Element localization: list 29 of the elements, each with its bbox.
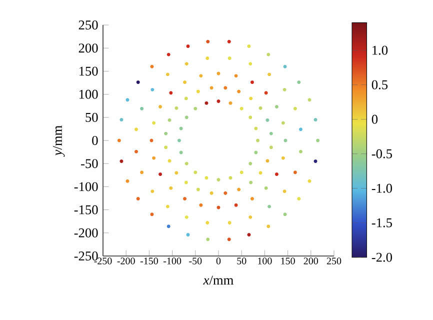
color-bar-label: 1.0 bbox=[372, 46, 388, 55]
color-bar-label: -0.5 bbox=[372, 149, 392, 158]
x-tick-label: 200 bbox=[304, 258, 318, 264]
y-tick-label: -50 bbox=[81, 159, 98, 168]
color-bar-label: -1.5 bbox=[372, 218, 392, 228]
color-bar-label: 0.5 bbox=[372, 80, 388, 90]
color-bar-label: -2.0 bbox=[372, 252, 392, 262]
y-tick-label: 200 bbox=[78, 44, 98, 53]
x-tick-label: -200 bbox=[117, 258, 135, 264]
x-tick-label: 150 bbox=[281, 258, 295, 264]
x-tick-label: 50 bbox=[237, 258, 246, 264]
color-bar-label: 0 bbox=[372, 114, 378, 124]
y-tick-label: 150 bbox=[79, 66, 98, 76]
color-bar-label: -1.0 bbox=[372, 184, 392, 193]
x-axis-title: x/mm bbox=[203, 276, 234, 285]
x-tick-label: -100 bbox=[164, 258, 182, 264]
x-tick-label: -150 bbox=[140, 258, 158, 264]
y-tick-label: 0 bbox=[92, 136, 98, 145]
y-tick-label: 50 bbox=[86, 112, 98, 122]
x-tick-label: 0 bbox=[216, 258, 221, 264]
x-tick-label: 250 bbox=[326, 258, 342, 264]
y-tick-label: 100 bbox=[79, 90, 98, 99]
x-tick-label: -50 bbox=[189, 258, 202, 264]
y-tick-label: -150 bbox=[74, 205, 98, 214]
y-tick-label: -200 bbox=[74, 228, 98, 238]
y-axis-title: y/mm bbox=[53, 126, 65, 157]
y-tick-label: 250 bbox=[78, 20, 98, 30]
x-tick-label: 100 bbox=[258, 258, 272, 264]
y-tick-label: -100 bbox=[74, 182, 98, 192]
